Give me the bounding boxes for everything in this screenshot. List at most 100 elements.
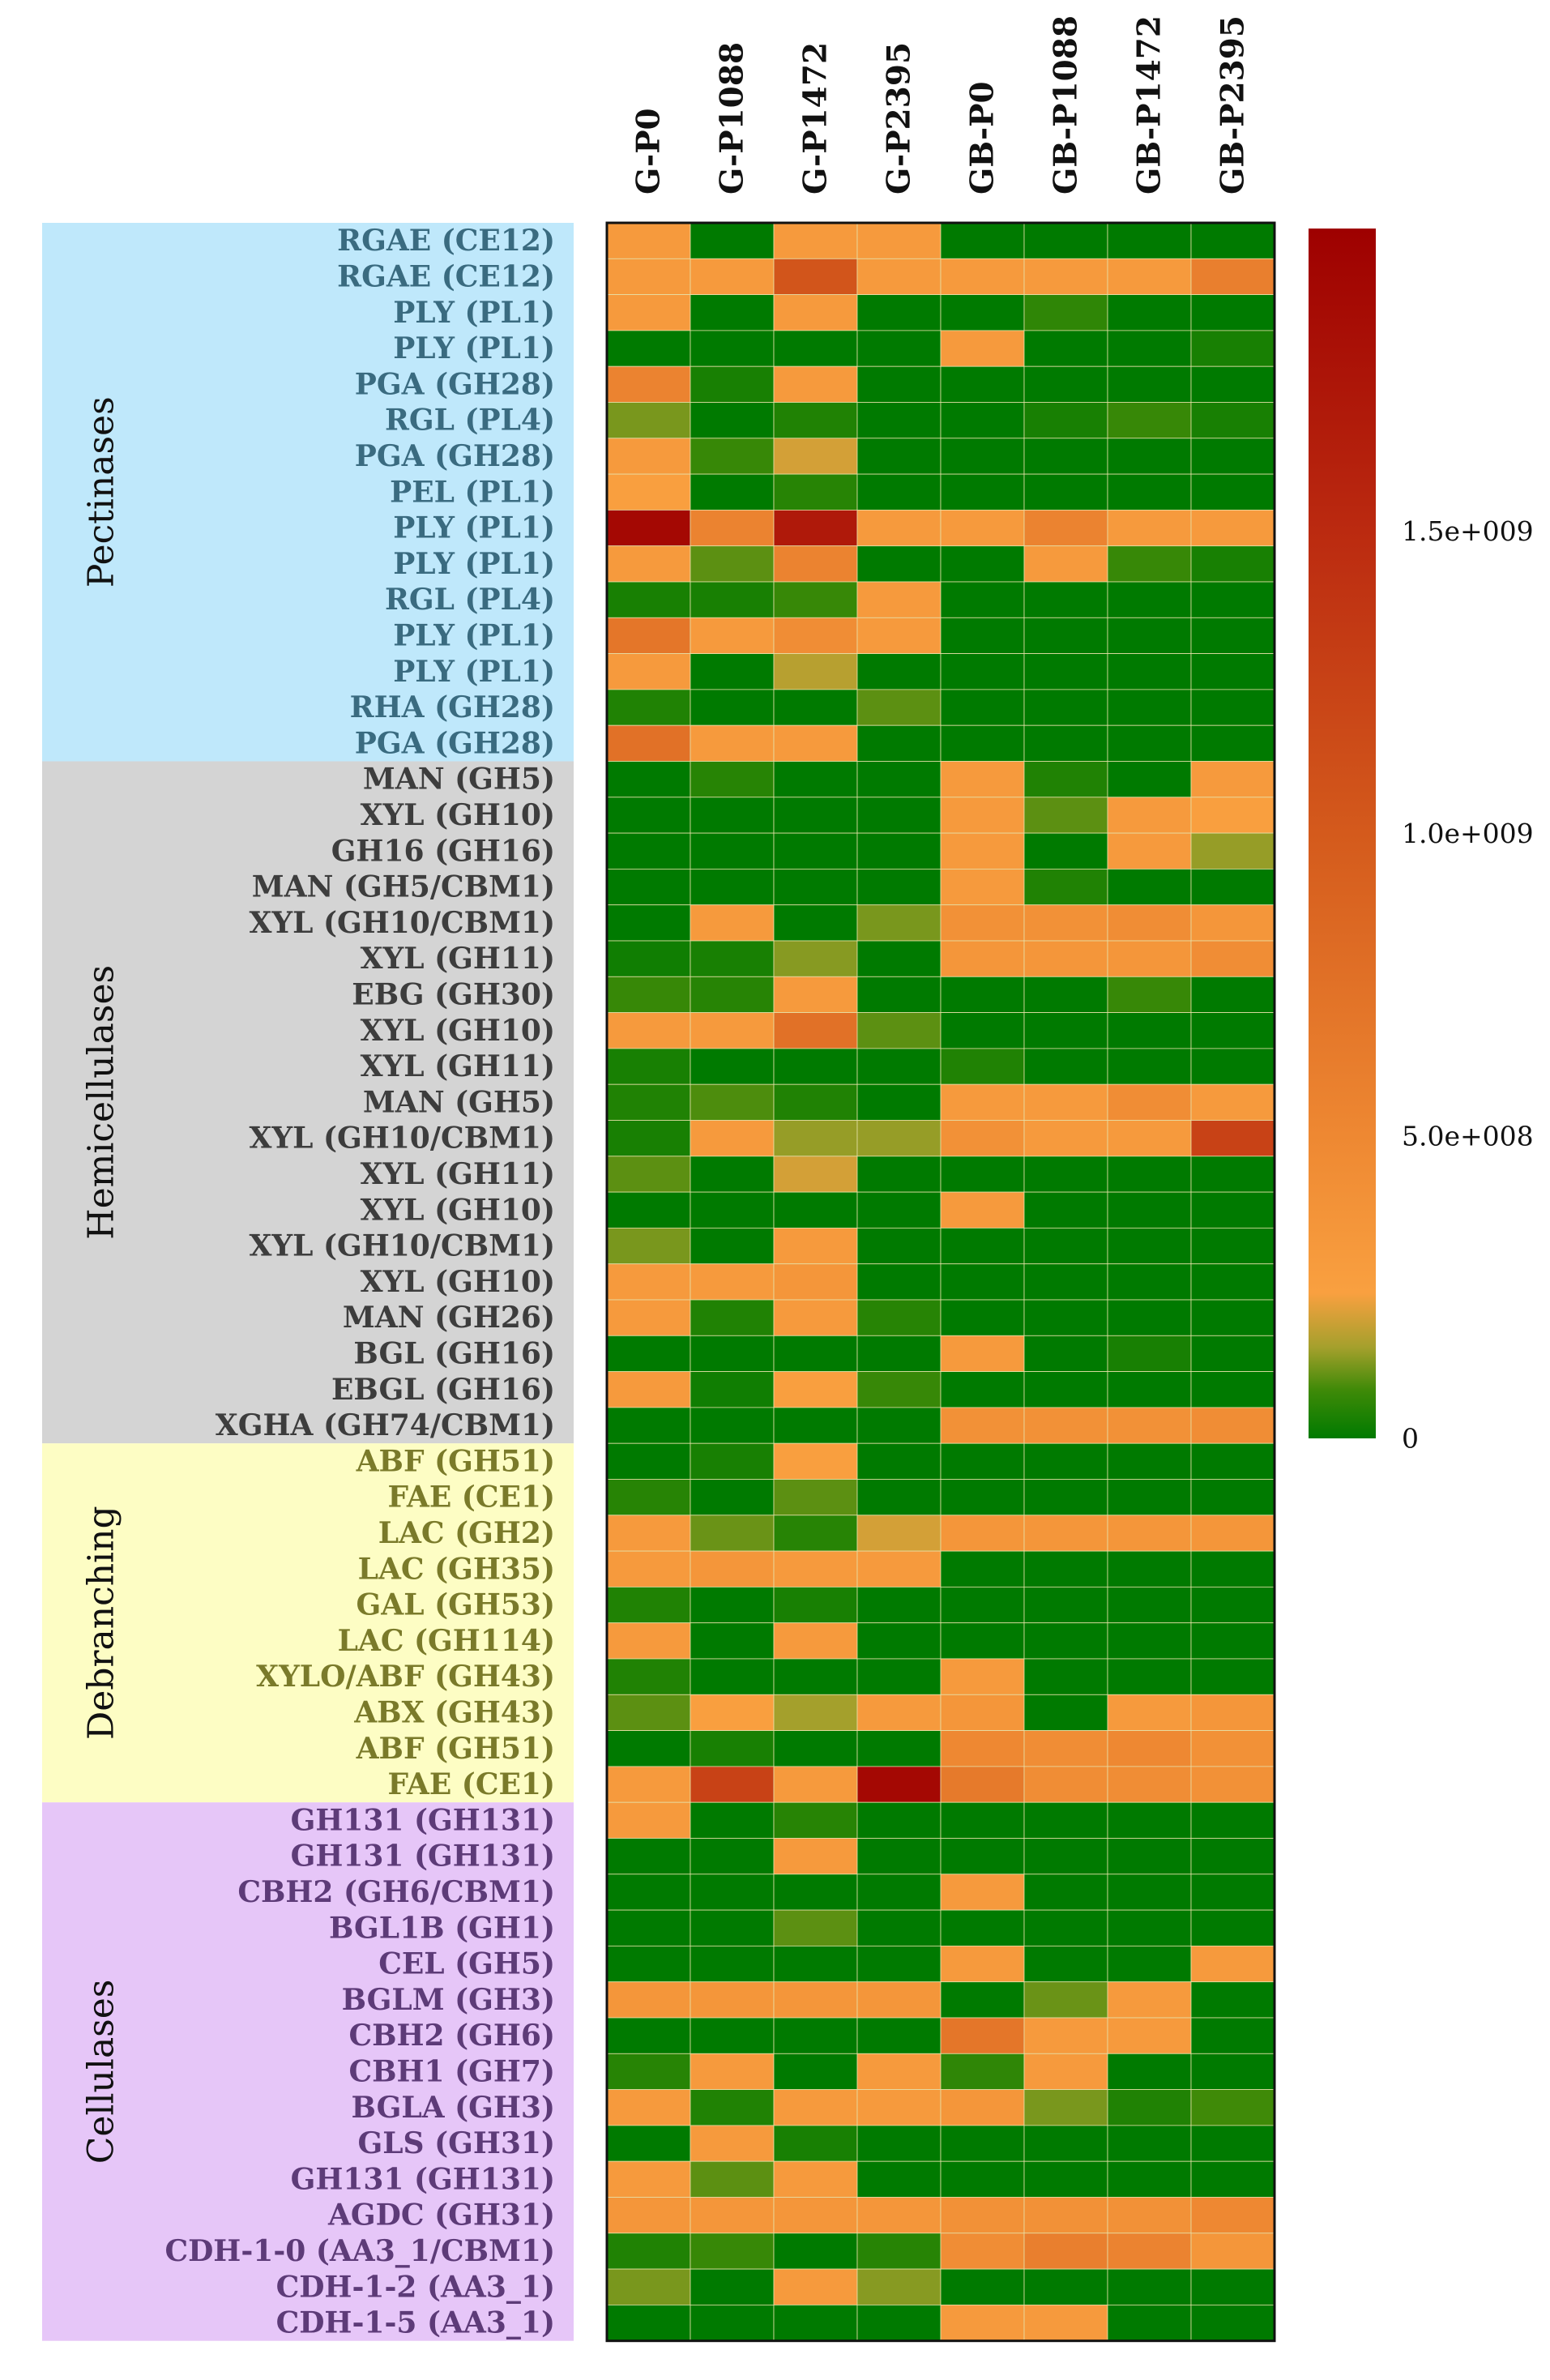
column-label: G-P0 [630,108,668,194]
heatmap-cell [940,1766,1025,1803]
heatmap-cell [1023,2125,1108,2162]
heatmap-cell [1023,2017,1108,2054]
heatmap-cell [690,365,775,403]
heatmap-cell [856,1048,942,1085]
heatmap-cell [856,1299,942,1336]
heatmap-cell [940,2053,1025,2091]
heatmap-cell [940,2089,1025,2126]
heatmap-cell [773,1801,858,1839]
heatmap-cell [1107,904,1192,942]
heatmap-cell [606,1694,691,1732]
heatmap-cell [1190,1622,1275,1660]
heatmap-cell [773,2268,858,2305]
heatmap-cell [856,1335,942,1373]
heatmap-cell [773,1228,858,1265]
row-label: PLY (PL1) [393,618,555,652]
heatmap-cell [940,904,1025,942]
heatmap-cell [690,402,775,439]
heatmap-cell [773,1909,858,1946]
heatmap-cell [1023,797,1108,834]
heatmap-cell [773,402,858,439]
heatmap-cell [940,510,1025,547]
heatmap-cell [856,1120,942,1157]
heatmap-cell [773,1838,858,1875]
row-label: GH131 (GH131) [291,1803,555,1837]
heatmap-cell [606,2160,691,2198]
heatmap-cell [1023,2304,1108,2342]
heatmap-cell [1190,1299,1275,1336]
heatmap-cell [773,689,858,726]
heatmap-cell [856,1658,942,1695]
group-label-debranching: Debranching [81,1506,122,1740]
heatmap-cell [773,1730,858,1767]
heatmap-cell [773,1945,858,1983]
heatmap-cell [1107,2017,1192,2054]
heatmap-cell [606,904,691,942]
colorbar-tick-label: 1.0e+009 [1402,818,1534,849]
heatmap-cell [856,2017,942,2054]
heatmap-cell [690,1048,775,1085]
heatmap-cell [606,438,691,475]
row-label: GLS (GH31) [357,2126,555,2160]
heatmap-cell [856,2304,942,2342]
heatmap-cell [773,1694,858,1732]
heatmap-cell [1023,1479,1108,1516]
heatmap-cell [606,1838,691,1875]
heatmap-cell [856,2233,942,2270]
heatmap-cell [1023,1048,1108,1085]
heatmap-cell [690,940,775,977]
heatmap-cell [690,1228,775,1265]
heatmap-cell [1023,940,1108,977]
heatmap-cell [1190,1407,1275,1444]
heatmap-cell [856,1981,942,2019]
row-label: BGL (GH16) [353,1336,555,1370]
heatmap-cell [773,1263,858,1301]
heatmap-cell [1107,258,1192,295]
heatmap-cell [1023,1083,1108,1121]
heatmap-cell [940,473,1025,511]
heatmap-cell [1107,1371,1192,1408]
row-label: XYL (GH10/CBM1) [249,906,555,940]
heatmap-cell [1107,2197,1192,2234]
heatmap-cell [773,869,858,906]
column-label: G-P2395 [881,42,918,194]
heatmap-cell [690,1945,775,1983]
heatmap-cell [1107,2268,1192,2305]
heatmap-cell [606,2304,691,2342]
heatmap-cell [773,724,858,762]
heatmap-cell [1107,2160,1192,2198]
heatmap-cell [1107,545,1192,583]
heatmap-cell [1107,1407,1192,1444]
heatmap-cell [1023,869,1108,906]
heatmap-cell [1107,1981,1192,2019]
heatmap-cell [940,1191,1025,1228]
heatmap-cell [1190,330,1275,367]
heatmap-cell [1107,2304,1192,2342]
heatmap-cell [1023,2053,1108,2091]
heatmap-cell [690,869,775,906]
heatmap-cell [940,1587,1025,1624]
row-label: XYL (GH10/CBM1) [249,1229,555,1263]
heatmap-cell [856,1263,942,1301]
heatmap-cell [856,904,942,942]
heatmap-cell [1023,1838,1108,1875]
colorbar-tick-label: 0 [1402,1423,1419,1455]
heatmap-cell [606,1730,691,1767]
heatmap-cell [773,2089,858,2126]
heatmap-cell [940,1622,1025,1660]
row-label: PEL (PL1) [390,475,555,509]
heatmap-cell [1023,510,1108,547]
heatmap-cell [1107,1479,1192,1516]
heatmap-cell [940,1442,1025,1480]
heatmap-cell [1023,402,1108,439]
heatmap-cell [1107,1694,1192,1732]
heatmap-cell [606,869,691,906]
row-label: PGA (GH28) [355,439,555,473]
heatmap-cell [690,2304,775,2342]
colorbar-tick-label: 1.5e+009 [1402,515,1534,547]
heatmap-cell [606,1909,691,1946]
heatmap-cell [690,1658,775,1695]
heatmap-cell [1107,330,1192,367]
heatmap-cell [690,1012,775,1049]
heatmap-cell [856,581,942,618]
